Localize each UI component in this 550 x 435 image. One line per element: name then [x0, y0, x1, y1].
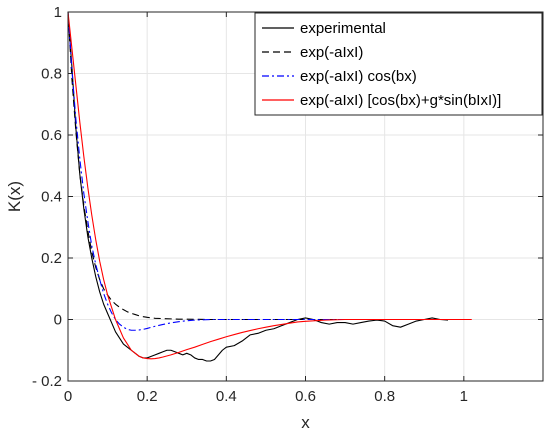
legend: experimental exp(-aIxI) exp(-aIxI) cos(bx)… — [254, 12, 543, 116]
y-axis-title: K(x) — [5, 181, 24, 212]
series-group — [67, 11, 472, 362]
legend-label: exp(-aIxI) — [300, 44, 363, 61]
series-line-3 — [67, 11, 464, 331]
series-line-2 — [67, 11, 464, 321]
y-tick-label: 0.6 — [41, 127, 62, 144]
x-tick-label: 0 — [64, 388, 72, 405]
legend-label: exp(-aIxI) cos(bx) — [300, 68, 417, 85]
legend-label: exp(-aIxI) [cos(bx)+g*sin(bIxI)] — [300, 92, 501, 109]
x-tick-label: 0.2 — [137, 388, 158, 405]
legend-box — [254, 12, 543, 116]
x-tick-label: 1 — [460, 388, 468, 405]
y-tick-label: 1 — [54, 4, 62, 21]
series-line-4 — [67, 11, 472, 360]
x-tick-label: 0.8 — [374, 388, 395, 405]
ticks: 0 0.2 0.4 0.6 0.8 1- 0.200.20.40.60.81 — [32, 4, 543, 405]
legend-label: experimental — [300, 20, 386, 37]
y-tick-label: 0 — [54, 312, 62, 329]
x-tick-label: 0.6 — [295, 388, 316, 405]
x-tick-label: 0.4 — [216, 388, 237, 405]
x-axis-title: x — [301, 413, 310, 432]
y-tick-label: 0.4 — [41, 189, 62, 206]
y-tick-label: 0.8 — [41, 66, 62, 83]
y-tick-label: 0.2 — [41, 250, 62, 267]
series-line-1 — [67, 15, 449, 362]
y-tick-label: - 0.2 — [32, 373, 62, 390]
